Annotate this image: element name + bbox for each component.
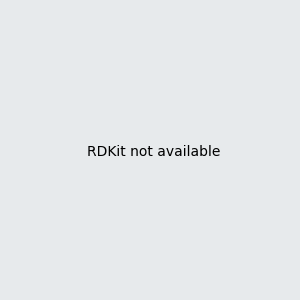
Text: RDKit not available: RDKit not available (87, 145, 220, 158)
